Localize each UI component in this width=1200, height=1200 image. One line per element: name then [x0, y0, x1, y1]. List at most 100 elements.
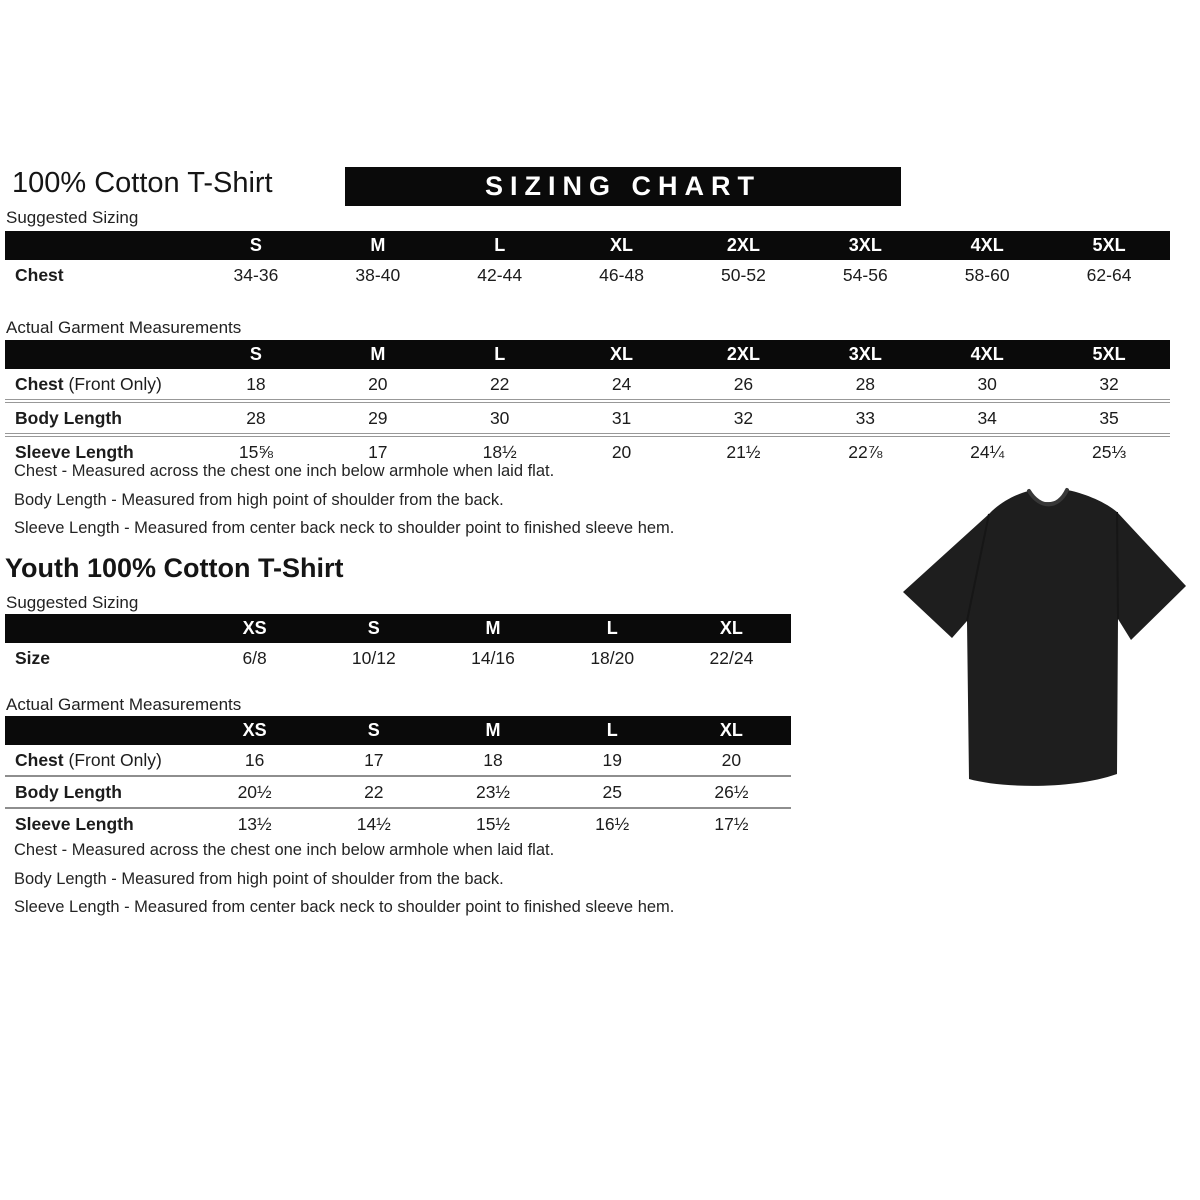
table-cell: 22: [489, 373, 510, 394]
column-header: 5XL: [1092, 344, 1126, 364]
table-cell: 38-40: [355, 264, 401, 285]
youth-title: Youth 100% Cotton T-Shirt: [5, 553, 344, 583]
table-cell: 18/20: [590, 647, 635, 668]
table-cell: 24¼: [970, 441, 1005, 462]
column-header: 2XL: [726, 344, 760, 364]
table-row: Chest (Front Only) 16 17 18 19 20: [5, 745, 791, 775]
column-header: L: [606, 720, 618, 740]
adult-suggested-sizing-label: Suggested Sizing: [6, 208, 139, 227]
youth-measurements-label: Actual Garment Measurements: [6, 695, 242, 714]
table-cell: 46-48: [599, 264, 644, 285]
table-cell: 22⅞: [848, 441, 883, 462]
column-header: XS: [242, 618, 267, 638]
table-cell: 34: [977, 407, 997, 428]
adult-measurements-label: Actual Garment Measurements: [6, 318, 242, 337]
table-cell: 20: [368, 373, 388, 394]
table-cell: 17: [368, 441, 388, 462]
youth-note-chest: Chest - Measured across the chest one in…: [14, 841, 555, 859]
sizing-chart-banner: SIZING CHART: [345, 167, 901, 206]
youth-suggested-sizing-table: XS S M L XL Size 6/8 10/12 14/16 18/20 22/24: [5, 614, 791, 673]
adult-title: 100% Cotton T-Shirt: [12, 167, 273, 199]
row-label: Body Length: [5, 782, 195, 803]
row-label-rest: (Front Only): [63, 373, 162, 394]
row-label: Chest: [5, 265, 195, 286]
table-header-row: S M L XL 2XL 3XL 4XL 5XL: [5, 340, 1170, 369]
table-row: Body Length 20½ 22 23½ 25 26½: [5, 775, 791, 807]
table-cell: 26½: [714, 781, 749, 802]
table-cell: 18: [483, 749, 503, 770]
sizing-chart-banner-text: SIZING CHART: [485, 171, 761, 201]
table-cell: 17½: [714, 813, 749, 834]
youth-suggested-sizing-label: Suggested Sizing: [6, 593, 139, 612]
table-cell: 25: [602, 781, 622, 802]
table-cell: 28: [246, 407, 266, 428]
row-label: Body Length: [5, 408, 195, 429]
row-label-bold: Chest: [15, 264, 64, 285]
table-row: Chest 34-36 38-40 42-44 46-48 50-52 54-56 58-60…: [5, 260, 1170, 290]
column-header: M: [485, 618, 501, 638]
table-cell: 18: [246, 373, 266, 394]
column-header: S: [249, 235, 262, 255]
youth-measurements-table: XS S M L XL Chest (Front Only) 16 17 18 19 20 Body …: [5, 716, 791, 839]
table-cell: 21½: [726, 441, 761, 462]
row-label: Chest (Front Only): [5, 374, 195, 395]
row-label: Chest (Front Only): [5, 750, 195, 771]
table-header-row: XS S M L XL: [5, 716, 791, 745]
table-row: Size 6/8 10/12 14/16 18/20 22/24: [5, 643, 791, 673]
row-label-bold: Sleeve Length: [15, 441, 134, 462]
row-label-bold: Chest: [15, 749, 64, 770]
table-cell: 54-56: [842, 264, 888, 285]
adult-note-body-length: Body Length - Measured from high point o…: [14, 490, 504, 509]
table-cell: 25⅓: [1092, 441, 1127, 462]
column-header: L: [494, 235, 506, 255]
table-row: Sleeve Length 15⅝ 17 18½ 20 21½ 22⅞ 24¼ 25⅓: [5, 433, 1170, 467]
tshirt-image: [893, 480, 1193, 810]
table-cell: 16: [244, 749, 265, 770]
table-cell: 29: [368, 407, 388, 428]
table-cell: 62-64: [1086, 264, 1132, 285]
table-header-row: S M L XL 2XL 3XL 4XL 5XL: [5, 231, 1170, 260]
row-label-bold: Body Length: [15, 781, 122, 802]
column-header: 2XL: [726, 235, 760, 255]
table-cell: 18½: [482, 441, 517, 462]
table-cell: 20: [721, 749, 742, 770]
adult-note-chest: Chest - Measured across the chest one in…: [14, 462, 555, 480]
youth-notes: Chest - Measured across the chest one in…: [14, 840, 674, 926]
adult-measurements-table: S M L XL 2XL 3XL 4XL 5XL Chest (Front Only) 18 20 2…: [5, 340, 1170, 467]
table-cell: 20½: [237, 781, 272, 802]
table-cell: 15½: [475, 813, 511, 834]
table-cell: 50-52: [721, 264, 766, 285]
table-cell: 14/16: [471, 647, 515, 668]
tshirt-silhouette-icon: [903, 488, 1186, 786]
table-cell: 22/24: [709, 647, 754, 668]
table-cell: 6/8: [242, 647, 267, 668]
column-header: S: [367, 618, 380, 638]
table-cell: 15⅝: [238, 441, 273, 462]
column-header: XS: [242, 720, 267, 740]
adult-notes: Chest - Measured across the chest one in…: [14, 461, 674, 547]
row-label-bold: Body Length: [15, 407, 122, 428]
table-cell: 26: [733, 373, 754, 394]
column-header: S: [367, 720, 380, 740]
table-cell: 10/12: [351, 647, 396, 668]
table-row: Sleeve Length 13½ 14½ 15½ 16½ 17½: [5, 807, 791, 839]
row-label-bold: Size: [15, 647, 51, 668]
adult-suggested-sizing-table: S M L XL 2XL 3XL 4XL 5XL Chest 34-36 38-40 42-44 46-…: [5, 231, 1170, 290]
row-label-bold: Sleeve Length: [15, 813, 134, 834]
column-header: XL: [610, 344, 634, 364]
row-label-bold: Chest: [15, 373, 64, 394]
row-label-rest: (Front Only): [63, 749, 162, 770]
table-cell: 20: [611, 441, 632, 462]
table-cell: 35: [1099, 407, 1119, 428]
column-header: M: [370, 235, 386, 255]
column-header: 5XL: [1092, 235, 1126, 255]
table-cell: 16½: [595, 813, 630, 834]
table-cell: 31: [611, 407, 632, 428]
table-cell: 28: [855, 373, 876, 394]
column-header: XL: [719, 618, 743, 638]
row-label: Sleeve Length: [5, 814, 195, 835]
table-cell: 24: [611, 373, 632, 394]
youth-note-sleeve-length: Sleeve Length - Measured from center bac…: [14, 898, 675, 916]
table-cell: 32: [1099, 373, 1119, 394]
table-cell: 19: [602, 749, 622, 770]
